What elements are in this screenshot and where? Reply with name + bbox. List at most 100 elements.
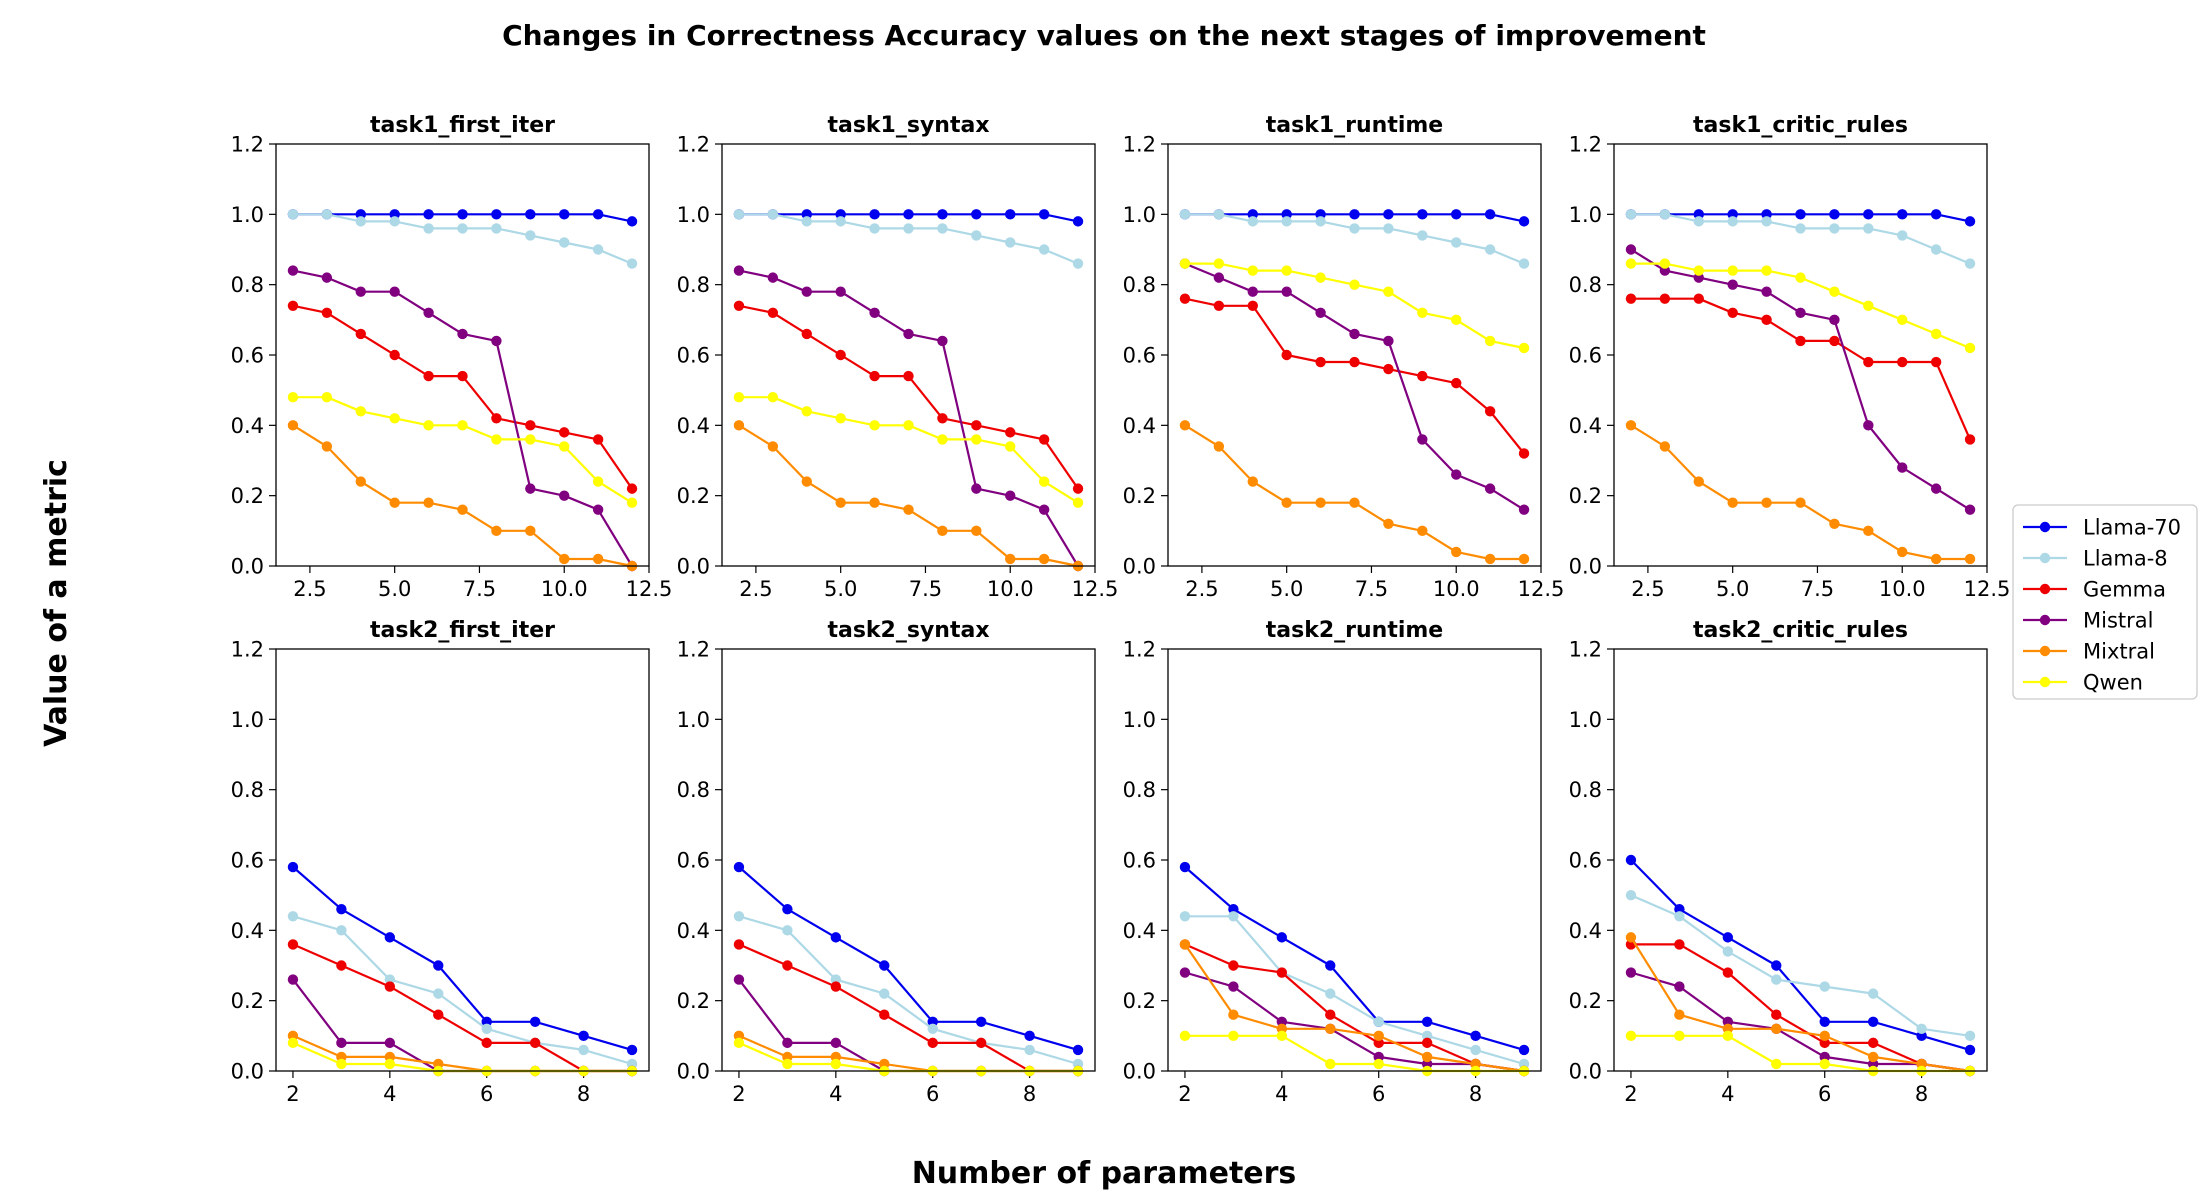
data-point-Gemma (1761, 314, 1772, 326)
subplot-task2_critic_rules: task2_critic_rules 0.0 0.2 0.4 0.6 0.8 1.0 1.2 2… (1569, 618, 1988, 1106)
data-point-Gemma (1484, 406, 1496, 417)
data-point-Llama-70 (1470, 1030, 1481, 1042)
data-point-Llama-8 (355, 216, 366, 227)
data-point-Llama-8 (1325, 988, 1336, 999)
y-tick-label: 0.6 (1569, 344, 1602, 368)
data-point-Qwen (1213, 258, 1225, 269)
series-line-Qwen (739, 396, 1079, 504)
data-point-Llama-8 (835, 216, 846, 227)
series-line-Llama-8 (738, 915, 1079, 1066)
data-point-Gemma (1829, 335, 1840, 347)
data-point-Mistral (767, 272, 779, 283)
data-point-Mistral (1795, 307, 1806, 318)
data-point-Llama-70 (1276, 932, 1288, 943)
data-point-Llama-70 (975, 1016, 987, 1027)
data-point-Qwen (937, 434, 948, 445)
data-point-Llama-70 (1863, 209, 1874, 220)
data-point-Mistral (801, 286, 812, 297)
x-axis-label: Number of parameters (912, 1156, 1297, 1191)
data-point-Llama-70 (1518, 216, 1530, 227)
y-tick-label: 1.0 (1569, 708, 1602, 732)
data-point-Qwen (1863, 300, 1874, 311)
data-point-Mixtral (1451, 546, 1462, 558)
x-tick-label: 8 (1469, 1082, 1482, 1106)
y-tick-label: 1.2 (1123, 133, 1156, 157)
data-point-Qwen (971, 434, 982, 445)
series-line-Gemma (1631, 943, 1971, 1073)
data-point-Mixtral (1349, 497, 1360, 508)
data-point-Mixtral (1417, 525, 1428, 537)
data-point-Gemma (592, 434, 604, 445)
series-line-Mistral (1630, 248, 1971, 511)
data-point-Qwen (1819, 1058, 1830, 1070)
legend-marker-Qwen (2039, 676, 2051, 688)
data-point-Gemma (903, 370, 914, 382)
data-point-Mixtral (869, 497, 880, 508)
data-point-Qwen (321, 392, 333, 403)
data-point-Mistral (869, 307, 880, 318)
data-point-Qwen (869, 420, 880, 431)
data-point-Llama-70 (626, 1044, 638, 1056)
data-point-Llama-8 (1373, 1016, 1384, 1027)
data-point-Qwen (1349, 279, 1360, 290)
y-tick-label: 0.2 (1123, 989, 1156, 1013)
data-point-Llama-8 (423, 223, 434, 234)
subplot-title: task2_first_iter (370, 618, 555, 643)
y-tick-label: 0.6 (1123, 849, 1156, 873)
series-line-Gemma (1184, 943, 1525, 1073)
data-point-Mistral (1727, 279, 1738, 290)
data-point-Llama-8 (733, 911, 745, 922)
x-tick-label: 7.5 (1801, 577, 1834, 601)
data-point-Gemma (481, 1037, 492, 1049)
data-point-Mistral (1417, 434, 1428, 445)
data-point-Qwen (592, 476, 604, 487)
data-point-Qwen (1518, 342, 1530, 354)
series-line-Mistral (1184, 971, 1525, 1073)
data-point-Gemma (1964, 434, 1976, 445)
data-point-Llama-70 (1038, 209, 1050, 220)
data-point-Gemma (1722, 967, 1734, 978)
data-point-Mistral (1863, 420, 1874, 431)
data-point-Gemma (1247, 300, 1258, 311)
data-point-Mistral (1315, 307, 1326, 318)
y-tick-label: 0.2 (677, 484, 710, 508)
data-point-Gemma (733, 939, 745, 950)
y-tick-label: 0.8 (677, 778, 710, 802)
subplot-title: task1_syntax (827, 113, 989, 138)
data-point-Llama-8 (733, 209, 745, 220)
data-point-Gemma (626, 483, 638, 494)
data-point-Llama-8 (1819, 981, 1830, 992)
data-point-Llama-8 (1964, 1030, 1976, 1042)
legend-marker-Mistral (2039, 614, 2051, 626)
series-line-Llama-8 (1631, 213, 1971, 265)
data-point-Gemma (937, 413, 948, 424)
x-tick-label: 5.0 (1716, 577, 1749, 601)
data-point-Llama-70 (1897, 209, 1908, 220)
data-point-Mistral (835, 286, 846, 297)
data-point-Llama-70 (287, 861, 299, 873)
data-point-Mistral (1897, 462, 1908, 473)
data-point-Qwen (1228, 1030, 1239, 1042)
data-point-Mistral (1930, 483, 1942, 494)
data-point-Gemma (879, 1009, 890, 1020)
data-point-Llama-70 (559, 209, 570, 220)
subplot-task1_critic_rules: task1_critic_rules 0.0 0.2 0.4 0.6 0.8 1.0 1.2 2… (1569, 113, 2011, 601)
data-point-Gemma (384, 981, 396, 992)
data-point-Qwen (1484, 335, 1496, 347)
data-point-Llama-8 (1930, 244, 1942, 255)
y-tick-label: 0.2 (231, 484, 264, 508)
y-tick-label: 1.0 (1569, 203, 1602, 227)
data-point-Qwen (782, 1058, 793, 1070)
x-tick-label: 10.0 (541, 577, 588, 601)
series-line-Llama-70 (292, 866, 633, 1051)
data-point-Llama-70 (433, 960, 444, 971)
data-point-Gemma (927, 1037, 938, 1049)
data-point-Mixtral (733, 420, 745, 431)
data-point-Llama-70 (1867, 1016, 1879, 1027)
data-point-Mixtral (835, 497, 846, 508)
data-point-Mistral (1829, 314, 1840, 326)
x-tick-label: 10.0 (987, 577, 1034, 601)
data-point-Llama-70 (1349, 209, 1360, 220)
x-tick-label: 7.5 (909, 577, 942, 601)
